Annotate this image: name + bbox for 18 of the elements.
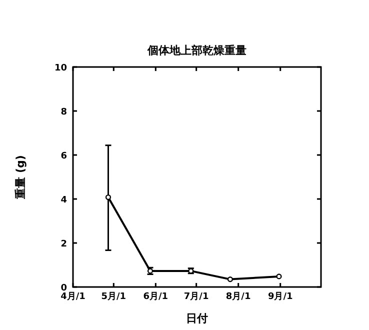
x-tick-label: 9月/1 — [268, 291, 293, 302]
x-tick-label: 5月/1 — [101, 291, 126, 302]
point — [276, 274, 282, 280]
y-tick-label: 4 — [60, 196, 67, 206]
point — [105, 194, 112, 200]
chart-title: 個体地上部乾燥重量 — [146, 44, 246, 57]
x-tick-label: 6月/1 — [143, 291, 168, 302]
y-tick-label: 8 — [60, 108, 67, 118]
x-tick-label: 4月/1 — [60, 291, 86, 302]
x-tick-label: 8月/1 — [226, 291, 251, 302]
y-tick-label: 2 — [60, 240, 67, 250]
x-tick-label: 7月/1 — [184, 291, 209, 302]
point — [227, 276, 233, 282]
y-axis-title: 重量 (g) — [14, 155, 27, 200]
y-tick-label: 10 — [54, 64, 67, 74]
y-tick-label: 6 — [60, 152, 67, 162]
x-axis-title: 日付 — [186, 312, 208, 325]
y-tick-label: 0 — [60, 284, 67, 294]
